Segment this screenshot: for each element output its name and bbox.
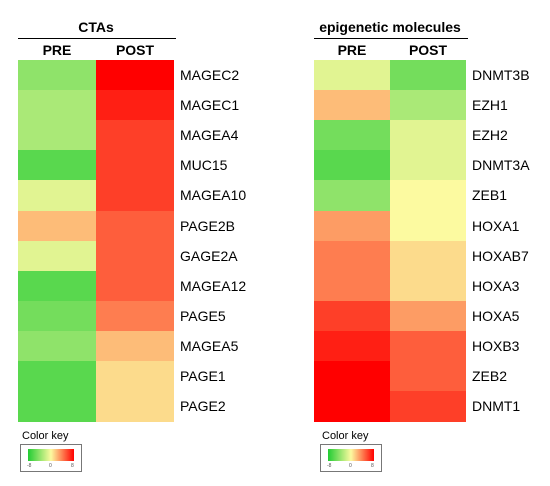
color-key-tick: 8 bbox=[371, 463, 374, 469]
row-label: HOXB3 bbox=[472, 337, 520, 354]
row-label: MAGEC2 bbox=[180, 67, 240, 83]
row-label: PAGE2 bbox=[180, 398, 226, 415]
row-label: DNMT1 bbox=[472, 398, 521, 415]
heatmap-cell bbox=[390, 60, 466, 91]
column-label: POST bbox=[408, 42, 448, 58]
heatmap-cell bbox=[96, 150, 174, 181]
title-underline bbox=[18, 38, 176, 39]
row-label: HOXA5 bbox=[472, 307, 520, 324]
row-label: PAGE5 bbox=[180, 307, 226, 324]
heatmap-cell bbox=[96, 270, 174, 302]
heatmap-cell bbox=[390, 180, 466, 212]
heatmap-cell bbox=[96, 120, 174, 151]
heatmap-cell bbox=[18, 300, 96, 332]
row-label: GAGE2A bbox=[180, 247, 238, 264]
heatmap-cell bbox=[96, 391, 174, 422]
color-key-tick: 8 bbox=[71, 463, 74, 469]
heatmap-cell bbox=[18, 240, 96, 272]
heatmap-cell bbox=[390, 270, 466, 302]
heatmap-cell bbox=[390, 240, 466, 272]
heatmap-cell bbox=[18, 180, 96, 212]
row-label: ZEB1 bbox=[472, 187, 508, 204]
panel-title: CTAs bbox=[78, 19, 114, 35]
row-label: MAGEA12 bbox=[180, 277, 247, 294]
heatmap-cell bbox=[96, 180, 174, 212]
heatmap-cell bbox=[18, 60, 96, 91]
heatmap-cell bbox=[96, 300, 174, 332]
row-label: MAGEA5 bbox=[180, 337, 239, 354]
heatmap-cell bbox=[314, 391, 390, 422]
heatmap-cell bbox=[314, 300, 390, 332]
heatmap-cell bbox=[390, 90, 466, 121]
color-key-title: Color key bbox=[22, 430, 69, 442]
heatmap-cell bbox=[314, 330, 390, 362]
color-key-tick: 0 bbox=[349, 463, 352, 469]
heatmap-cell bbox=[18, 150, 96, 181]
heatmap-cell bbox=[18, 330, 96, 362]
heatmap-cell bbox=[314, 60, 390, 91]
title-underline bbox=[314, 38, 468, 39]
heatmap-cell bbox=[314, 270, 390, 302]
heatmap-cell bbox=[18, 361, 96, 392]
color-key-tick: -8 bbox=[27, 463, 32, 469]
heatmap-cell bbox=[314, 180, 390, 212]
heatmap-cell bbox=[390, 210, 466, 242]
color-key-tick: -8 bbox=[327, 463, 332, 469]
heatmap-cell bbox=[390, 300, 466, 332]
heatmap-cell bbox=[390, 361, 466, 392]
heatmap-cell bbox=[314, 150, 390, 181]
color-key-title: Color key bbox=[322, 430, 369, 442]
heatmap-cell bbox=[390, 120, 466, 151]
row-label: PAGE2B bbox=[180, 217, 235, 234]
row-label: HOXA3 bbox=[472, 277, 520, 294]
panel-title: epigenetic molecules bbox=[319, 19, 461, 35]
row-label: MAGEA10 bbox=[180, 187, 247, 204]
heatmap-cell bbox=[314, 120, 390, 151]
row-label: EZH1 bbox=[472, 97, 508, 114]
column-label: PRE bbox=[337, 42, 367, 58]
heatmap-cell bbox=[390, 150, 466, 181]
heatmap-cell bbox=[18, 90, 96, 121]
color-key-tick: 0 bbox=[49, 463, 52, 469]
color-key-gradient bbox=[328, 449, 374, 461]
heatmap-cell bbox=[96, 90, 174, 121]
row-label: MAGEC1 bbox=[180, 97, 240, 114]
heatmap-cell bbox=[314, 210, 390, 242]
color-key-gradient bbox=[28, 449, 74, 461]
row-label: MAGEA4 bbox=[180, 127, 239, 144]
heatmap-cell bbox=[96, 361, 174, 392]
row-label: DNMT3A bbox=[472, 157, 530, 174]
row-label: EZH2 bbox=[472, 127, 508, 144]
column-label: POST bbox=[115, 42, 155, 58]
heatmap-cell bbox=[18, 120, 96, 151]
row-label: HOXA1 bbox=[472, 217, 520, 234]
row-label: DNMT3B bbox=[472, 67, 530, 83]
heatmap-cell bbox=[18, 270, 96, 302]
heatmap-cell bbox=[314, 361, 390, 392]
row-label: HOXAB7 bbox=[472, 247, 529, 264]
row-label: PAGE1 bbox=[180, 368, 226, 384]
heatmap-cell bbox=[390, 330, 466, 362]
heatmap-cell bbox=[314, 90, 390, 121]
heatmap-cell bbox=[96, 240, 174, 272]
heatmap-cell bbox=[390, 391, 466, 422]
heatmap-cell bbox=[314, 240, 390, 272]
column-label: PRE bbox=[42, 42, 72, 58]
row-label: MUC15 bbox=[180, 157, 228, 174]
heatmap-cell bbox=[96, 210, 174, 242]
heatmap-cell bbox=[96, 330, 174, 362]
heatmap-cell bbox=[18, 210, 96, 242]
heatmap-cell bbox=[18, 391, 96, 422]
heatmap-cell bbox=[96, 60, 174, 91]
row-label: ZEB2 bbox=[472, 368, 508, 384]
